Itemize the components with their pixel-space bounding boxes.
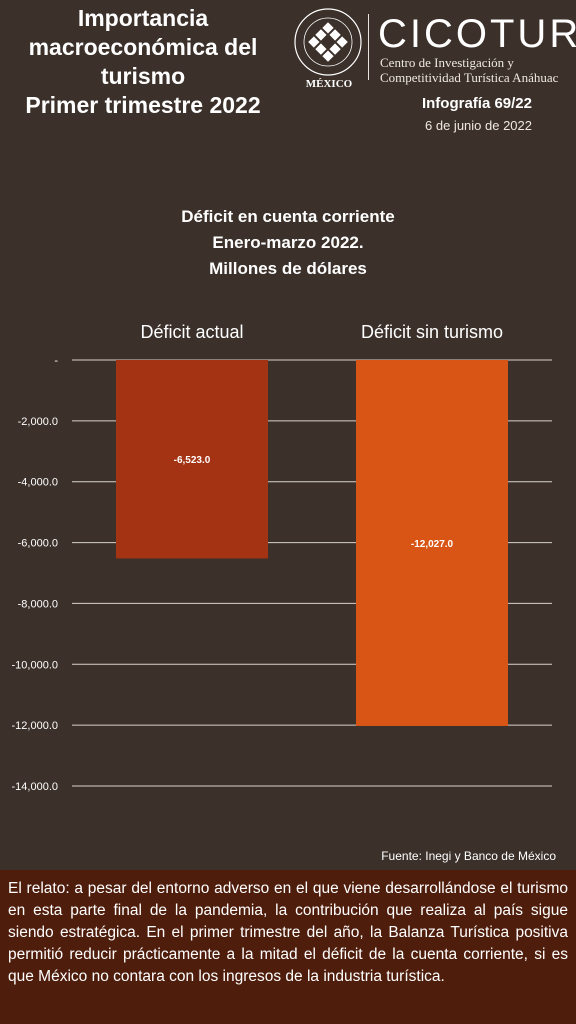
chart-title-line: Déficit en cuenta corriente: [181, 207, 395, 226]
story-text: El relato: a pesar del entorno adverso e…: [0, 870, 576, 1024]
y-tick-label: -4,000.0: [18, 477, 58, 489]
y-tick-label: -6,000.0: [18, 538, 58, 550]
y-tick-label: -8,000.0: [18, 598, 58, 610]
seal-country: MÉXICO: [306, 78, 353, 90]
y-tick-label: -10,000.0: [12, 659, 58, 671]
data-label: -6,523.0: [174, 455, 211, 466]
infographic-number: Infografía 69/22: [421, 95, 532, 112]
y-tick-label: -14,000.0: [12, 781, 58, 793]
source-note: Fuente: Inegi y Banco de México: [381, 849, 556, 863]
chart-title: Déficit en cuenta corriente Enero-marzo …: [0, 204, 576, 282]
data-label: -12,027.0: [411, 539, 454, 550]
cicotur-brand: CICOTUR: [378, 12, 576, 56]
deficit-bar-chart: - -2,000.0 -4,000.0 -6,000.0 -8,000.0 -10,000…: [12, 322, 552, 793]
title-line: turismo: [100, 63, 186, 89]
y-tick-label: -12,000.0: [12, 720, 58, 732]
page-title: Importancia macroeconómica del turismo P…: [8, 4, 278, 120]
y-tick-label: -2,000.0: [18, 416, 58, 428]
bar: [356, 360, 508, 726]
title-line: Primer trimestre 2022: [25, 92, 261, 118]
chart-title-line: Millones de dólares: [209, 259, 367, 278]
title-line: Importancia: [77, 5, 209, 31]
anahuac-seal-logo: MÉXICO: [294, 8, 362, 90]
y-tick-label: -: [54, 355, 58, 367]
brand-subtitle: Centro de Investigación y Competitividad…: [380, 55, 558, 85]
publication-date: 6 de junio de 2022: [425, 118, 532, 133]
brand-subtitle-line: Competitividad Turística Anáhuac: [380, 70, 559, 85]
logo-divider: [368, 14, 369, 80]
category-label: Déficit actual: [140, 322, 243, 342]
chart-title-line: Enero-marzo 2022.: [212, 233, 364, 252]
title-line: macroeconómica del: [28, 34, 258, 60]
brand-subtitle-line: Centro de Investigación y: [380, 55, 514, 70]
bar: [116, 360, 268, 559]
category-label: Déficit sin turismo: [361, 322, 503, 342]
